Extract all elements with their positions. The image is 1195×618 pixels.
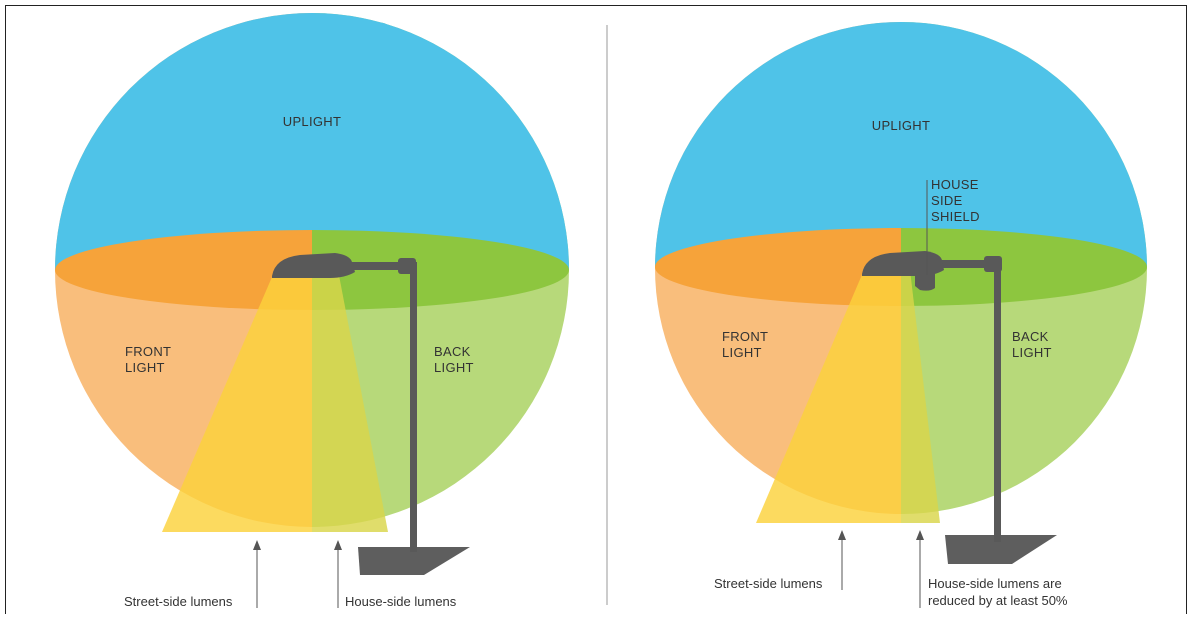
back-light-band [901,228,1147,306]
shield-label-line1: HOUSE [931,177,979,192]
back-light-label-line1: BACK [434,344,471,359]
house-side-beam [312,270,388,532]
house-side-arrow [334,540,342,608]
front-light-label-line2: LIGHT [125,360,165,375]
front-light-label-line2: LIGHT [722,345,762,360]
uplight-region [55,13,569,270]
back-light-band [312,230,569,310]
street-side-lumens-caption: Street-side lumens [124,594,233,609]
shield-label-line3: SHIELD [931,209,980,224]
back-light-label-line2: LIGHT [1012,345,1052,360]
front-light-label-line1: FRONT [722,329,768,344]
street-side-lumens-caption: Street-side lumens [714,576,823,591]
light-pole [410,262,417,552]
street-side-beam [756,270,901,523]
street-light-fixture [862,251,1057,564]
uplight-label: UPLIGHT [872,118,930,133]
arm-bracket [984,256,1002,272]
street-side-arrow [253,540,261,608]
street-light-fixture [272,253,470,575]
luminaire-head [862,251,944,276]
uplight-region [655,22,1147,267]
house-side-arrow [916,530,924,608]
back-light-label-line2: LIGHT [434,360,474,375]
right-panel: UPLIGHT HOUSE SIDE SHIELD FRONT LIGHT BA… [655,22,1147,608]
outer-frame [5,5,1187,614]
light-base [945,535,1057,564]
light-arm [940,260,994,268]
front-light-band [655,228,901,306]
front-light-band [55,230,312,310]
back-light-label-line1: BACK [1012,329,1049,344]
house-side-lumens-caption: House-side lumens [345,594,457,609]
street-side-arrow [838,530,846,590]
light-arm [350,260,410,270]
house-side-lumens-caption-line1: House-side lumens are [928,576,1062,591]
uplight-label: UPLIGHT [283,114,341,129]
left-panel: UPLIGHT FRONT LIGHT BACK LIGHT Street-si… [55,13,569,609]
front-light-label-line1: FRONT [125,344,171,359]
luminaire-head [272,253,355,278]
light-pole [994,260,1001,542]
house-side-beam-reduced [901,270,940,523]
street-side-beam [162,270,312,532]
house-side-lumens-caption-line2: reduced by at least 50% [928,593,1068,608]
house-side-shield [915,270,935,291]
light-base [358,547,470,575]
arm-bracket [398,258,416,274]
shield-label-line2: SIDE [931,193,963,208]
